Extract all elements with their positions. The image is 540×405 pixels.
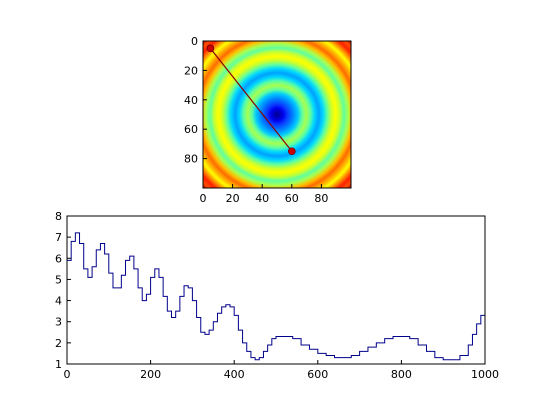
heatmap-image [203, 41, 351, 188]
line-y-tick-label: 7 [55, 231, 62, 244]
overlay-line [209, 47, 293, 152]
line-x-tick-label: 200 [140, 368, 161, 381]
line-y-tick-label: 6 [55, 252, 62, 265]
heatmap-x-tick-label: 0 [200, 192, 207, 205]
heatmap-x-tick-label: 60 [285, 192, 299, 205]
line-series-group [67, 232, 486, 361]
heatmap-x-tick-label: 20 [226, 192, 240, 205]
heatmap-y-tick-label: 80 [184, 153, 198, 166]
heatmap-y-tick-label: 40 [184, 94, 198, 107]
heatmap-y-tick-label: 60 [184, 123, 198, 136]
line-x-tick-label: 0 [64, 368, 71, 381]
line-y-tick-label: 4 [55, 295, 62, 308]
heatmap-x-tick-label: 80 [314, 192, 328, 205]
heatmap-overlay [206, 44, 296, 156]
plot-frame [66, 215, 486, 365]
line-y-tick-label: 1 [55, 358, 62, 371]
line-series-0 [67, 232, 486, 361]
plot-area [67, 216, 485, 364]
heatmap-frame [202, 40, 352, 189]
line-chart-panel: 0 200 400 600 800 1000 1 2 3 4 5 6 7 8 [55, 210, 499, 381]
line-y-axis: 1 2 3 4 5 6 7 8 [55, 210, 71, 371]
heatmap-y-tick-label: 20 [184, 64, 198, 77]
line-x-tick-label: 800 [391, 368, 412, 381]
line-y-tick-label: 5 [55, 273, 62, 286]
overlay-start-marker [206, 44, 215, 53]
overlay-end-marker [287, 147, 296, 156]
heatmap-y-tick-label: 0 [191, 35, 198, 48]
heatmap-y-axis: 0 20 40 60 80 [184, 35, 207, 166]
line-y-tick-label: 8 [55, 210, 62, 223]
line-y-tick-label: 2 [55, 337, 62, 350]
line-x-tick-label: 400 [224, 368, 245, 381]
line-x-tick-label: 1000 [471, 368, 499, 381]
line-x-tick-label: 600 [307, 368, 328, 381]
line-y-tick-label: 3 [55, 316, 62, 329]
heatmap-panel: 0 20 40 60 80 0 20 40 60 80 [184, 35, 352, 205]
line-x-axis: 0 200 400 600 800 1000 [64, 360, 499, 381]
heatmap-x-tick-label: 40 [255, 192, 269, 205]
heatmap-x-axis: 0 20 40 60 80 [200, 184, 328, 205]
